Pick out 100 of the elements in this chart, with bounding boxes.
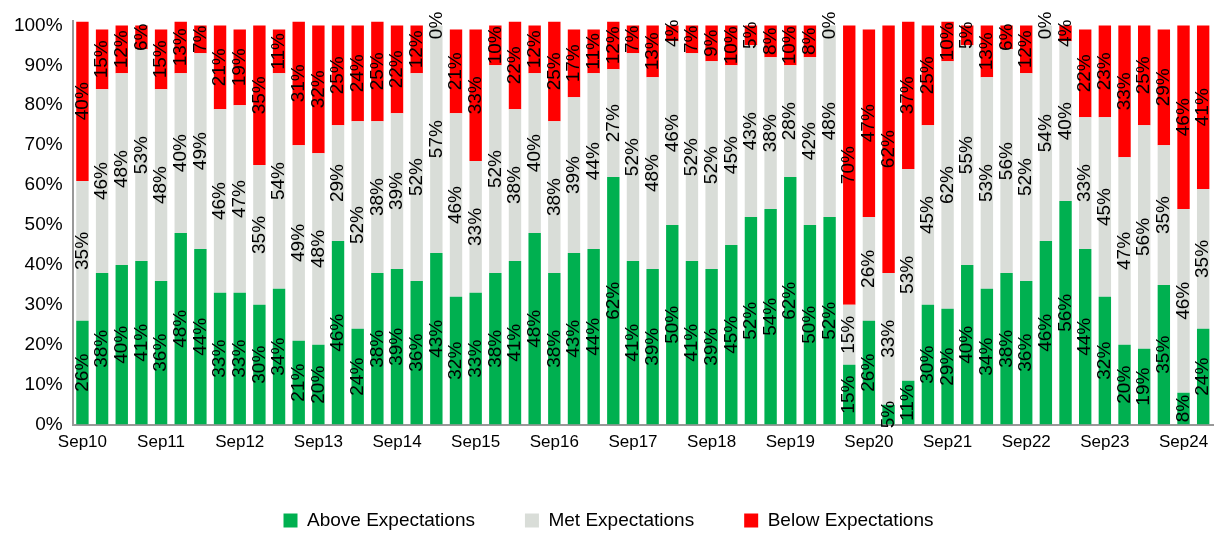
y-tick-label: 60% <box>24 173 63 195</box>
data-label: 46% <box>1171 98 1193 137</box>
data-label: 33% <box>227 339 249 378</box>
bar <box>194 53 207 249</box>
data-label: 39% <box>640 327 662 366</box>
data-label: 38% <box>365 329 387 368</box>
bar <box>1118 157 1131 345</box>
data-label: 11% <box>896 384 918 421</box>
data-label: 41% <box>129 323 151 362</box>
data-label: 17% <box>562 44 584 83</box>
data-label: 30% <box>916 345 938 384</box>
data-label: 47% <box>857 104 879 143</box>
y-tick-label: 70% <box>24 133 63 155</box>
data-label: 42% <box>798 122 820 161</box>
data-label: 9% <box>699 29 721 58</box>
bar <box>646 268 659 425</box>
data-label: 45% <box>719 315 741 354</box>
data-label: 12% <box>109 30 131 69</box>
data-label: 47% <box>1112 231 1134 270</box>
data-label: 19% <box>227 48 249 87</box>
data-label: 30% <box>247 345 269 384</box>
y-tick-label: 30% <box>24 293 63 315</box>
bar <box>76 21 89 182</box>
data-label: 46% <box>660 114 682 153</box>
bar <box>1177 209 1190 393</box>
data-label: 26% <box>70 353 92 392</box>
x-tick-label: Sep18 <box>687 432 737 452</box>
bar <box>489 272 502 425</box>
data-label: 23% <box>1093 52 1115 91</box>
data-label: 35% <box>1152 335 1174 374</box>
legend-label: Below Expectations <box>767 508 934 530</box>
data-label: 29% <box>1152 68 1174 107</box>
data-label: 15% <box>149 40 171 79</box>
data-label: 52% <box>483 149 505 189</box>
data-label: 62% <box>601 281 623 320</box>
data-label: 29% <box>326 163 348 203</box>
data-label: 24% <box>345 357 367 396</box>
data-label: 34% <box>975 337 997 376</box>
data-label: 52% <box>621 138 643 177</box>
x-tick-label: Sep23 <box>1080 432 1130 452</box>
data-label: 45% <box>719 136 741 175</box>
data-label: 52% <box>345 205 367 245</box>
data-label: 48% <box>149 165 171 205</box>
bar <box>489 65 502 273</box>
data-label: 46% <box>208 181 230 221</box>
data-label: 13% <box>640 32 662 71</box>
data-label: 40% <box>955 325 977 364</box>
data-label: 38% <box>542 329 564 368</box>
data-label: 13% <box>168 28 190 67</box>
data-label: 50% <box>798 305 820 344</box>
y-tick-label: 10% <box>24 372 63 394</box>
data-label: 52% <box>680 138 702 177</box>
data-label: 56% <box>1053 293 1075 332</box>
bar <box>705 61 718 269</box>
data-label: 33% <box>876 319 898 358</box>
data-label: 39% <box>699 327 721 366</box>
bar <box>528 232 541 425</box>
bar <box>705 268 718 425</box>
data-label: 47% <box>227 179 249 219</box>
x-tick-label: Sep12 <box>215 432 265 452</box>
bar <box>371 272 384 425</box>
data-label: 57% <box>424 120 446 159</box>
y-tick-label: 50% <box>24 213 63 235</box>
data-label: 46% <box>1034 313 1056 352</box>
data-label: 20% <box>306 365 328 404</box>
data-label: 25% <box>916 56 938 95</box>
data-label: 41% <box>1191 88 1213 127</box>
data-label: 45% <box>1093 187 1115 227</box>
data-label: 15% <box>90 40 112 79</box>
data-label: 26% <box>857 249 879 288</box>
data-label: 29% <box>935 347 957 386</box>
x-tick-label: Sep10 <box>57 432 108 452</box>
data-label: 35% <box>247 215 269 254</box>
data-label: 62% <box>935 165 957 205</box>
y-tick-label: 40% <box>24 253 63 275</box>
data-label: 48% <box>168 309 190 348</box>
data-label: 21% <box>286 363 308 402</box>
data-label: 54% <box>267 161 289 201</box>
data-label: 10% <box>483 26 505 65</box>
data-label: 15% <box>837 315 859 354</box>
data-label: 56% <box>994 142 1016 181</box>
data-label: 4% <box>1053 19 1075 48</box>
data-label: 38% <box>365 177 387 217</box>
x-tick-label: Sep15 <box>451 432 501 452</box>
data-label: 33% <box>463 207 485 247</box>
data-label: 20% <box>1112 365 1134 404</box>
data-label: 52% <box>404 157 426 197</box>
data-label: 38% <box>503 165 525 205</box>
data-label: 12% <box>404 30 426 69</box>
data-label: 49% <box>188 132 210 171</box>
x-tick-label: Sep19 <box>765 432 815 452</box>
bar <box>843 25 856 305</box>
bar <box>646 77 659 269</box>
y-tick-label: 0% <box>35 412 63 434</box>
data-label: 22% <box>503 46 525 85</box>
data-label: 41% <box>680 323 702 362</box>
bar <box>135 260 148 425</box>
data-label: 37% <box>896 76 918 115</box>
bar <box>135 49 148 261</box>
data-label: 26% <box>857 353 879 392</box>
